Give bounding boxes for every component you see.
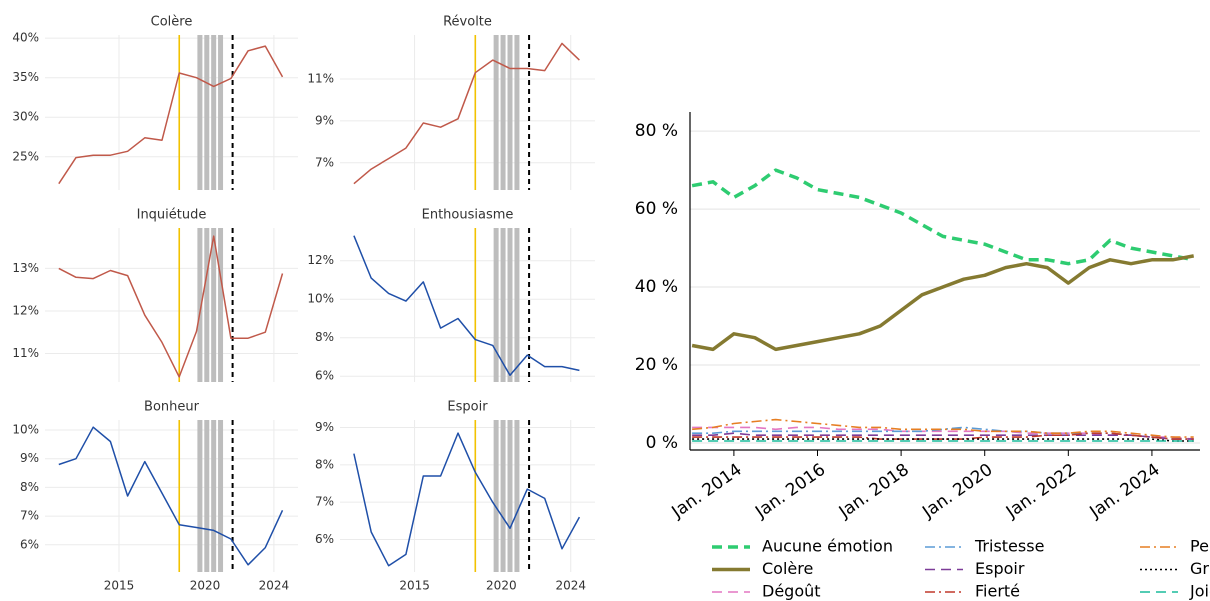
y-tick-label: 12% bbox=[12, 303, 39, 317]
y-tick-label: 13% bbox=[12, 261, 39, 275]
x-tick-label: 2015 bbox=[104, 579, 135, 593]
y-tick-label: 30% bbox=[12, 110, 39, 124]
y-tick-label: 9% bbox=[20, 451, 39, 465]
x-tick-label: Jan. 2014 bbox=[668, 460, 746, 523]
x-tick-label: Jan. 2020 bbox=[918, 460, 996, 523]
y-tick-label: 8% bbox=[315, 330, 334, 344]
y-tick-label: 20 % bbox=[635, 355, 678, 375]
y-tick-label: 7% bbox=[315, 155, 334, 169]
data-line bbox=[353, 235, 580, 377]
x-tick-label: 2015 bbox=[399, 579, 430, 593]
y-tick-label: 35% bbox=[12, 70, 39, 84]
y-tick-label: 8% bbox=[315, 457, 334, 471]
y-tick-label: 0 % bbox=[646, 433, 678, 453]
y-tick-label: 60 % bbox=[635, 199, 678, 219]
y-tick-label: 11% bbox=[12, 346, 39, 360]
y-tick-label: 9% bbox=[315, 113, 334, 127]
data-line bbox=[692, 438, 1194, 442]
data-line bbox=[692, 432, 1194, 440]
data-line bbox=[58, 426, 284, 566]
legend-label: Aucune émotion bbox=[762, 537, 893, 556]
y-tick-label: 9% bbox=[315, 420, 334, 434]
data-line bbox=[58, 45, 284, 185]
data-line bbox=[691, 168, 1195, 266]
y-tick-label: 6% bbox=[315, 532, 334, 546]
panel-title: Inquiétude bbox=[137, 208, 207, 223]
y-tick-label: 25% bbox=[12, 149, 39, 163]
y-tick-label: 40 % bbox=[635, 277, 678, 297]
legend-label: Fierté bbox=[975, 582, 1020, 601]
x-tick-label: 2020 bbox=[486, 579, 517, 593]
panel-title: Révolte bbox=[443, 15, 492, 30]
legend-label: Dégoût bbox=[762, 582, 821, 601]
legend-label: Gratitude bbox=[1190, 559, 1210, 578]
data-line bbox=[353, 432, 581, 567]
x-tick-label: Jan. 2022 bbox=[1002, 460, 1080, 523]
panel-title: Espoir bbox=[447, 400, 488, 415]
x-tick-label: Jan. 2024 bbox=[1086, 460, 1164, 523]
legend-label: Colère bbox=[762, 559, 813, 578]
y-tick-label: 10% bbox=[12, 423, 39, 437]
panel-title: Enthousiasme bbox=[422, 208, 514, 223]
data-line bbox=[692, 426, 1194, 440]
x-tick-label: Jan. 2016 bbox=[751, 460, 829, 523]
data-line bbox=[353, 42, 580, 185]
data-line bbox=[692, 418, 1194, 438]
y-tick-label: 12% bbox=[307, 253, 334, 267]
panel-title: Colère bbox=[151, 15, 193, 30]
data-line bbox=[691, 254, 1195, 352]
legend-label: Tristesse bbox=[974, 537, 1044, 556]
x-tick-label: 2024 bbox=[555, 579, 586, 593]
data-line bbox=[58, 235, 284, 378]
y-tick-label: 6% bbox=[315, 369, 334, 383]
panel-title: Bonheur bbox=[144, 400, 200, 415]
y-tick-label: 6% bbox=[20, 537, 39, 551]
legend-label: Peur bbox=[1190, 537, 1210, 556]
y-tick-label: 7% bbox=[20, 509, 39, 523]
y-tick-label: 11% bbox=[307, 71, 334, 85]
x-tick-label: 2020 bbox=[190, 579, 221, 593]
y-tick-label: 80 % bbox=[635, 121, 678, 141]
legend-label: Joie bbox=[1189, 582, 1210, 601]
y-tick-label: 40% bbox=[12, 31, 39, 45]
data-line bbox=[692, 432, 1194, 440]
x-tick-label: Jan. 2018 bbox=[835, 460, 913, 523]
y-tick-label: 10% bbox=[307, 292, 334, 306]
y-tick-label: 7% bbox=[315, 495, 334, 509]
y-tick-label: 8% bbox=[20, 480, 39, 494]
legend-label: Espoir bbox=[975, 559, 1025, 578]
x-tick-label: 2024 bbox=[259, 579, 290, 593]
